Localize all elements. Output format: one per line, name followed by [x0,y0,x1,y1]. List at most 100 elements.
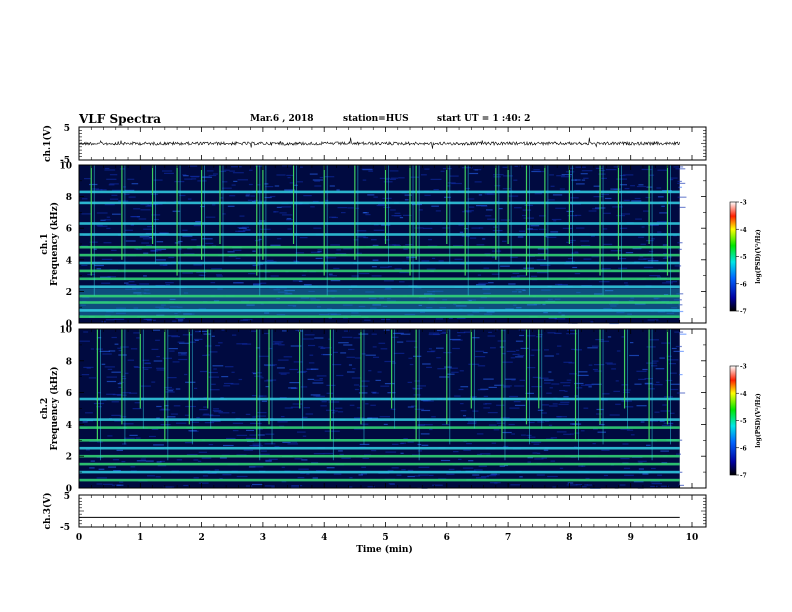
noise-pixel [310,297,316,299]
noise-pixel [237,179,249,181]
noise-pixel [118,200,129,202]
noise-pixel [438,260,444,262]
noise-pixel [89,241,98,243]
noise-pixel [212,409,222,412]
noise-pixel [205,345,212,347]
noise-pixel [204,422,215,424]
noise-pixel [273,211,277,213]
noise-pixel [112,213,121,215]
noise-pixel [165,282,174,284]
noise-pixel [167,377,177,379]
colorbar-tick-label: -3 [740,200,747,207]
noise-pixel [627,313,633,315]
noise-pixel [670,372,677,374]
noise-pixel [460,403,464,405]
y-tick-label: -5 [60,156,70,166]
noise-pixel [153,444,164,446]
noise-pixel [134,402,141,404]
noise-pixel [429,428,433,431]
noise-pixel [193,477,199,479]
noise-pixel [326,384,336,386]
noise-pixel [554,318,566,320]
noise-pixel [504,464,509,467]
noise-pixel [179,194,186,197]
noise-pixel [264,196,272,199]
noise-pixel [566,333,578,335]
noise-pixel [513,401,521,403]
noise-pixel [619,174,626,177]
noise-pixel [337,207,348,209]
spectral-spikes [90,165,671,296]
noise-pixel [515,340,524,342]
noise-pixel [488,282,494,284]
date-label: Mar.6 , 2018 [250,114,314,124]
noise-pixel [474,181,482,183]
noise-pixel [208,444,214,446]
noise-pixel [125,372,129,374]
noise-pixel [638,378,646,380]
noise-pixel [518,329,526,331]
noise-pixel [356,252,362,254]
noise-pixel [551,218,562,221]
noise-pixel [362,179,367,181]
noise-pixel [203,413,210,415]
noise-pixel [656,381,660,383]
noise-pixel [677,180,682,182]
noise-pixel [143,228,154,230]
noise-pixel [212,173,218,175]
noise-pixel [156,241,164,243]
noise-pixel [428,474,434,476]
noise-pixel [389,483,395,485]
noise-pixel [630,185,636,187]
noise-pixel [442,227,451,229]
noise-pixel [185,405,196,408]
noise-pixel [482,238,486,240]
noise-pixel [442,331,449,333]
noise-pixel [482,288,491,290]
noise-pixel [218,342,223,344]
noise-pixel [568,167,574,169]
y-tick-label: 8 [66,193,72,203]
noise-pixel [671,281,678,283]
noise-pixel [220,197,224,199]
noise-pixel [379,297,385,299]
noise-pixel [613,166,620,168]
noise-pixel [292,305,296,307]
noise-pixel [150,250,158,252]
noise-pixel [131,183,139,185]
noise-pixel [646,240,654,242]
noise-pixel [310,206,315,208]
noise-pixel [383,423,388,425]
noise-pixel [531,441,542,443]
noise-pixel [114,343,119,345]
noise-pixel [523,267,534,269]
noise-pixel [420,311,426,313]
noise-pixel [313,395,320,397]
noise-pixel [308,290,315,292]
noise-pixel [489,482,501,484]
noise-pixel [531,386,542,388]
noise-pixel [112,459,120,461]
noise-pixel [605,169,617,171]
noise-pixel [472,337,480,339]
noise-pixel [245,193,251,195]
noise-pixel [571,179,577,181]
noise-pixel [623,199,630,201]
noise-pixel [235,257,241,259]
noise-pixel [232,172,244,174]
noise-pixel [444,366,452,368]
noise-pixel [298,280,303,282]
noise-pixel [541,289,551,291]
noise-pixel [485,403,492,405]
noise-pixel [435,318,443,320]
noise-pixel [111,371,121,373]
noise-pixel [202,238,213,240]
noise-pixel [208,371,218,374]
noise-pixel [441,423,450,426]
noise-pixel [623,467,631,469]
noise-pixel [145,460,154,462]
noise-pixel [131,216,140,218]
noise-pixel [177,341,185,343]
noise-pixel [440,459,451,462]
noise-pixel [303,195,312,197]
